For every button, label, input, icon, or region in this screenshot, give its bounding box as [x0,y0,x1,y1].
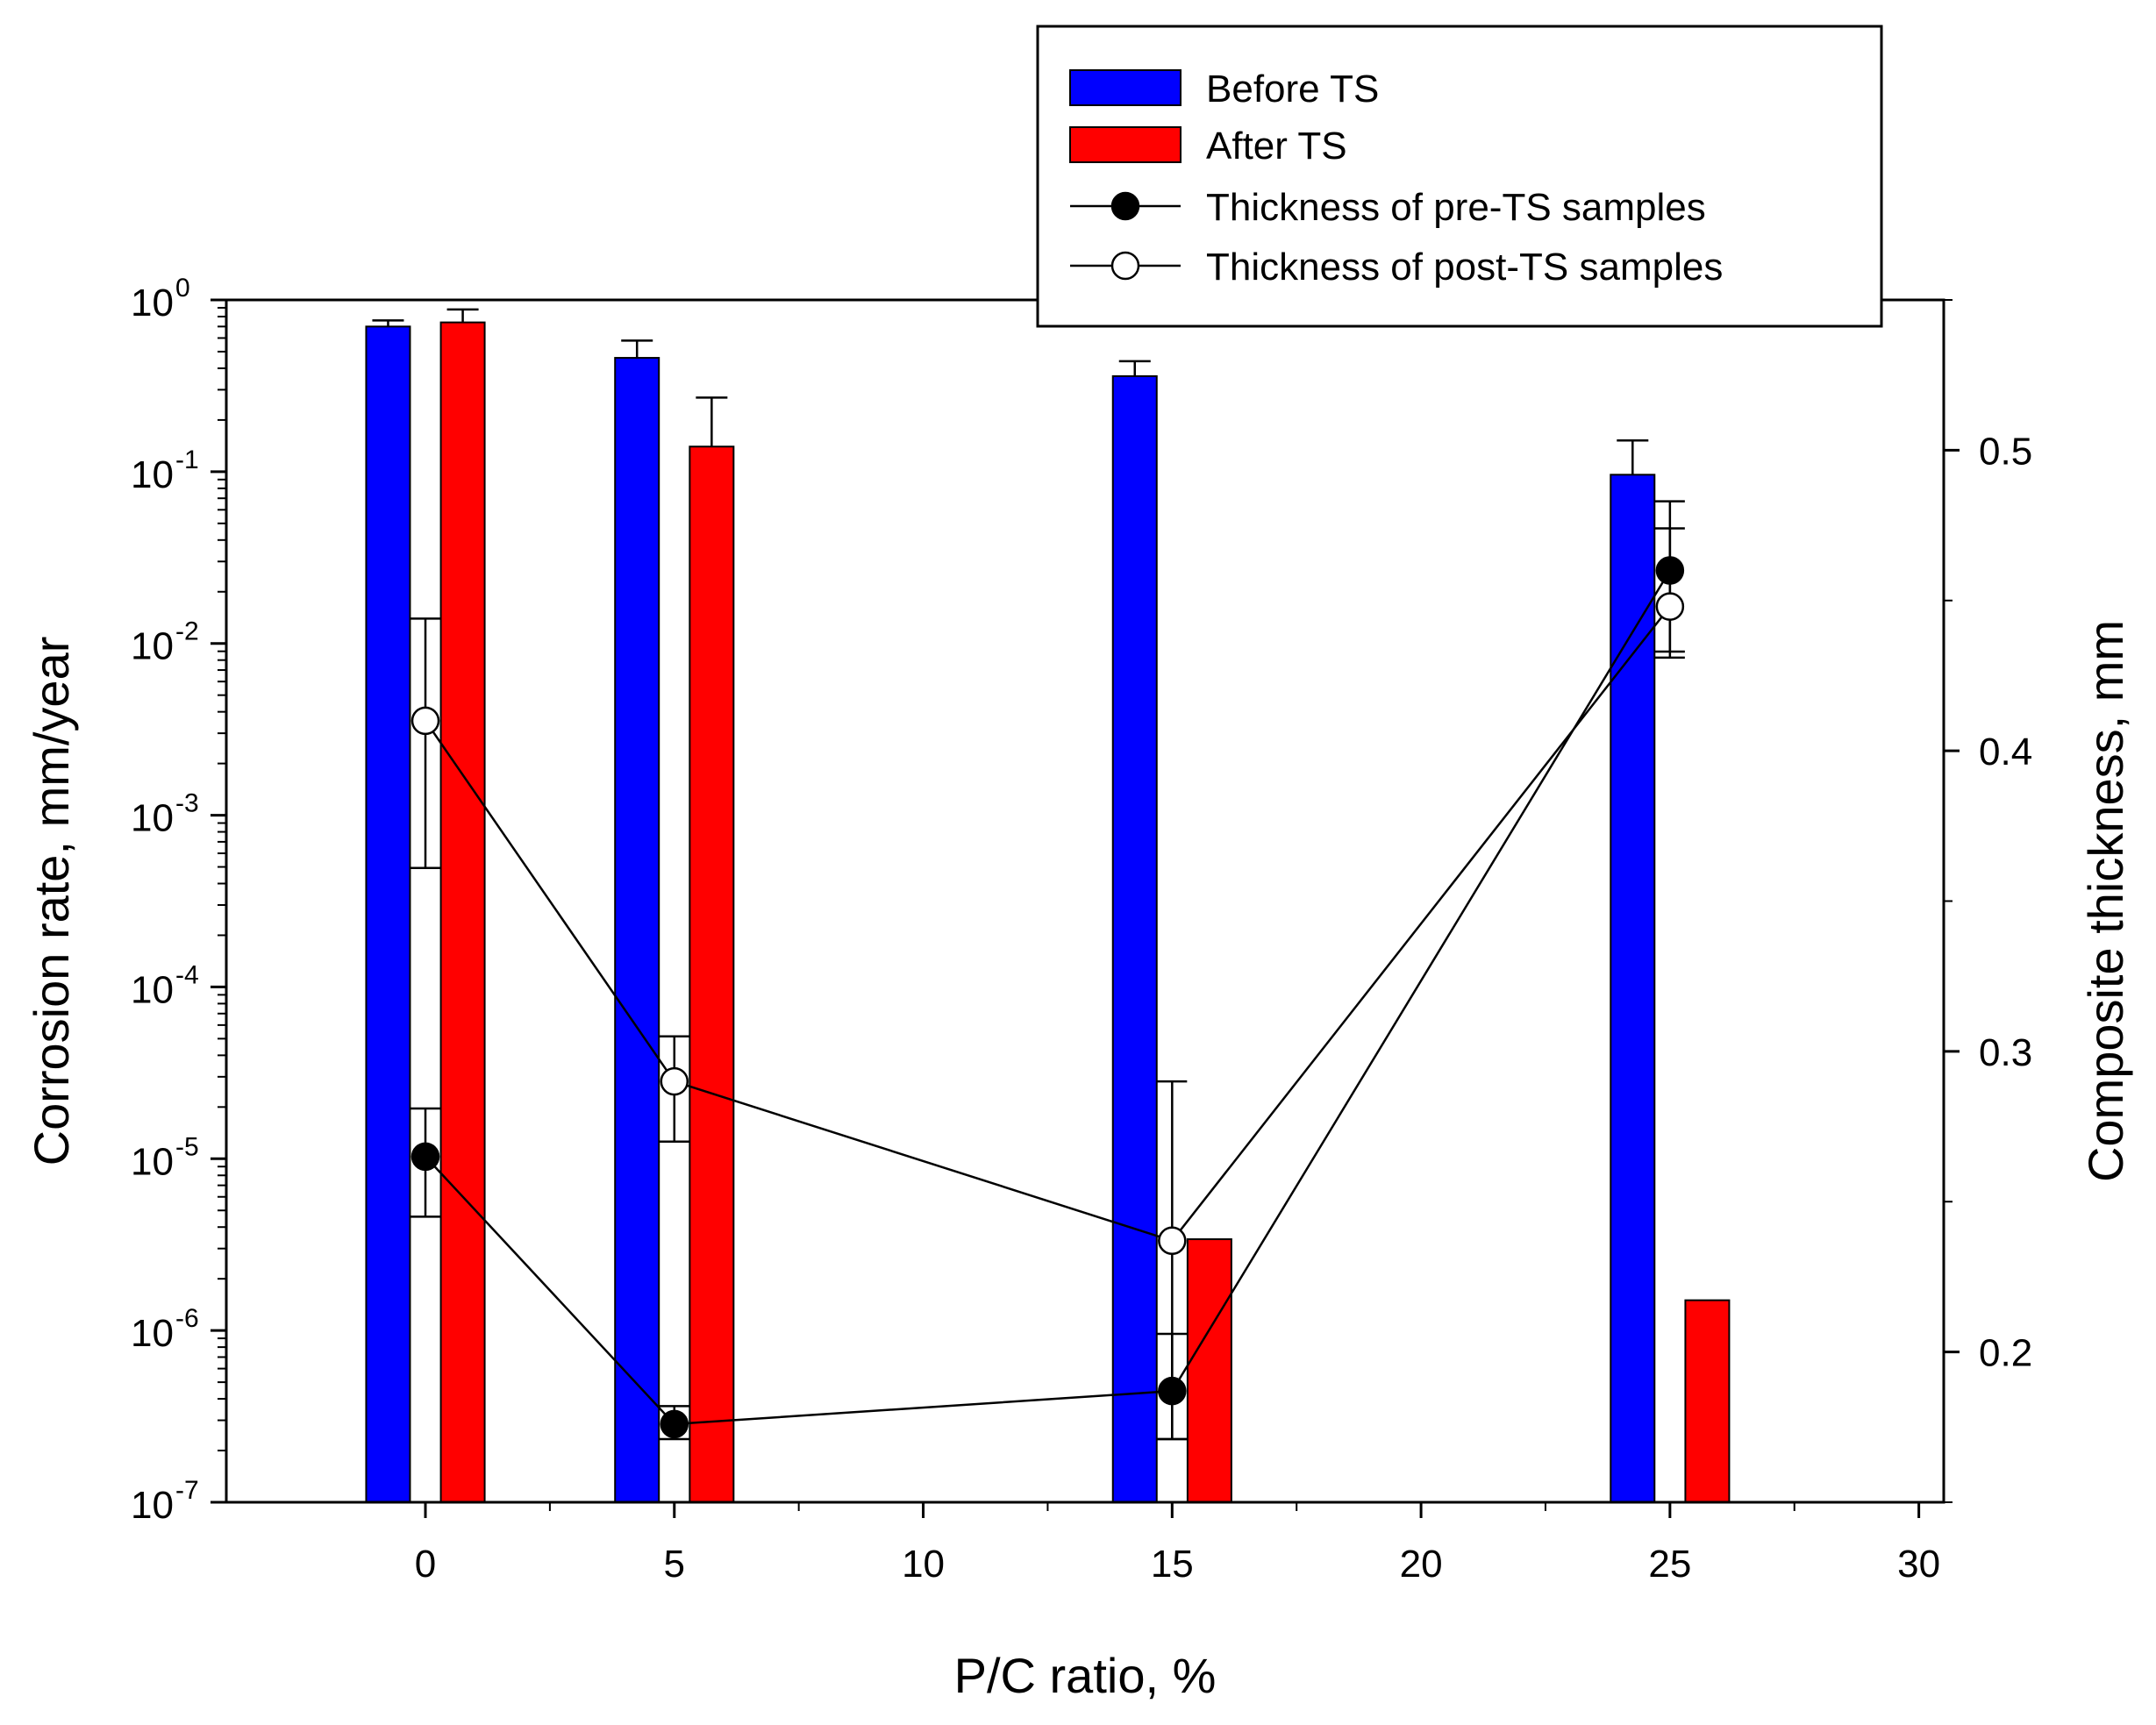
bar-1-0 [439,321,486,1503]
line-marker-1-0 [410,706,440,736]
x-tick-label-1: 5 [664,1543,685,1586]
line-marker-1-1 [660,1066,689,1096]
legend-marker-2 [1110,191,1140,221]
x-tick-label-5: 25 [1648,1543,1691,1586]
line-series-1 [424,605,1671,1243]
legend-label-2: Thickness of pre-TS samples [1206,186,1706,229]
line-series-0 [425,569,1671,1426]
x-tick-label-0: 0 [415,1543,436,1586]
x-tick-label-2: 10 [902,1543,945,1586]
y-left-tick-label-1: 10 [131,453,174,496]
y-right-tick-label-2: 0.4 [1979,731,2032,773]
y-left-tick-label-0: 10 [131,282,174,324]
y-left-tick-exponent-3: -3 [175,789,199,818]
y-left-tick-label-5: 10 [131,1140,174,1183]
x-axis-title: P/C ratio, % [954,1648,1217,1703]
y-left-tick-exponent-1: -1 [175,446,199,474]
y-right-tick-label-3: 0.5 [1979,430,2032,473]
y-left-tick-label-3: 10 [131,797,174,840]
y-left-tick-label-6: 10 [131,1312,174,1355]
x-tick-label-4: 20 [1400,1543,1443,1586]
bar-0-3 [1610,474,1656,1503]
legend-marker-3 [1110,251,1140,281]
bar-1-3 [1684,1299,1731,1504]
bar-0-1 [614,357,660,1504]
legend-label-1: After TS [1206,125,1347,168]
y-left-tick-exponent-6: -6 [175,1304,199,1333]
line-marker-1-3 [1655,592,1685,621]
y-left-tick-exponent-7: -7 [175,1476,199,1505]
legend-swatch-0 [1069,69,1182,106]
x-tick-label-3: 15 [1151,1543,1194,1586]
y-left-tick-exponent-0: 0 [175,274,190,303]
x-tick-label-6: 30 [1897,1543,1940,1586]
y-left-tick-label-2: 10 [131,625,174,668]
line-marker-0-0 [410,1142,440,1172]
bar-layer [365,308,1731,1504]
y-right-tick-label-1: 0.3 [1979,1031,2032,1074]
legend-swatch-1 [1069,126,1182,163]
bar-1-1 [689,446,735,1503]
bar-1-2 [1186,1238,1232,1504]
y-left-tick-label-7: 10 [131,1484,174,1527]
legend-label-0: Before TS [1206,68,1379,110]
y-right-tick-label-0: 0.2 [1979,1332,2032,1375]
y-left-tick-label-4: 10 [131,968,174,1011]
line-layer [410,500,1685,1441]
line-marker-0-1 [660,1409,689,1439]
y-left-tick-exponent-4: -4 [175,960,199,989]
y-left-tick-exponent-5: -5 [175,1132,199,1161]
legend-label-3: Thickness of post-TS samples [1206,246,1723,289]
bar-0-2 [1111,374,1158,1503]
bar-0-0 [365,325,411,1504]
legend: Before TS After TS Thickness of pre-TS sam… [1036,25,1883,328]
y-left-tick-exponent-2: -2 [175,617,199,646]
right-y-axis-title: Composite thickness, mm [2078,620,2133,1182]
left-y-axis-title: Corrosion rate, mm/year [24,637,79,1166]
line-marker-1-2 [1158,1226,1187,1256]
